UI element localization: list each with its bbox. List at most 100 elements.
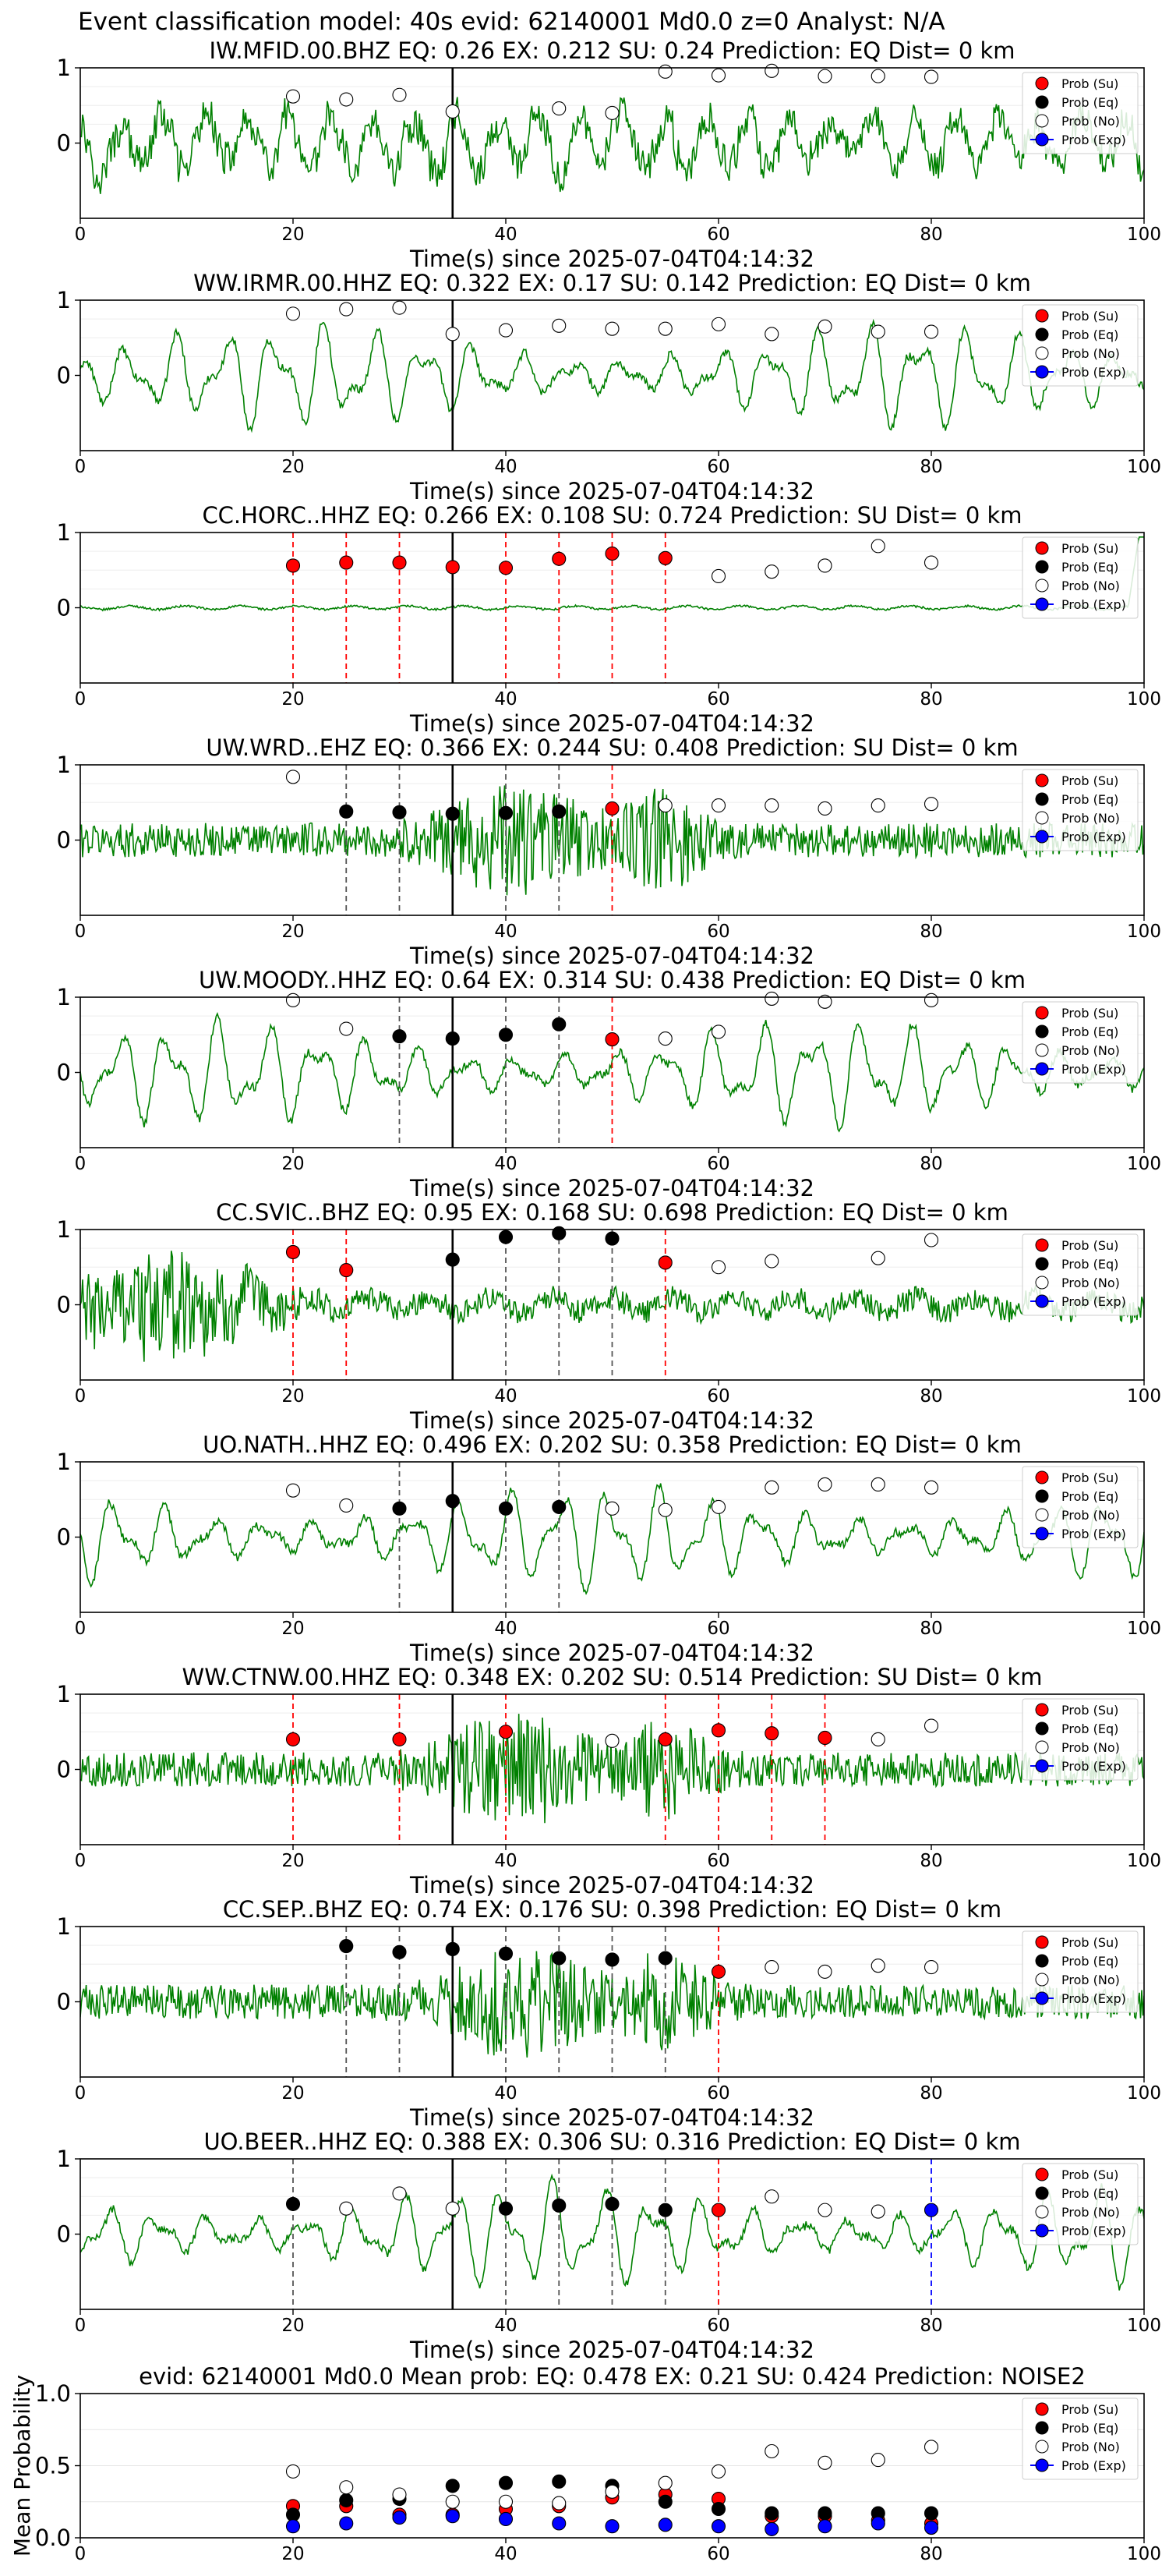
- figure-title: Event classification model: 40s evid: 62…: [78, 8, 945, 36]
- panel-title: UW.WRD..EHZ EQ: 0.366 EX: 0.244 SU: 0.40…: [206, 734, 1018, 761]
- marker-no: [339, 2201, 354, 2216]
- panel-7: UO.NATH..HHZ EQ: 0.496 EX: 0.202 SU: 0.3…: [57, 1431, 1161, 1666]
- x-tick-label: 60: [707, 1851, 729, 1871]
- marker-eq: [392, 805, 407, 819]
- legend-su-label: Prob (Su): [1061, 1238, 1118, 1253]
- y-tick-label: 0: [57, 1060, 71, 1086]
- marker-su: [658, 1255, 673, 1270]
- marker-no: [765, 564, 779, 579]
- x-tick-label: 0: [75, 1619, 87, 1639]
- legend-su-marker: [1035, 1703, 1049, 1717]
- x-tick-label: 20: [281, 2544, 304, 2564]
- marker-no: [711, 2464, 726, 2479]
- x-axis-label: Time(s) since 2025-07-04T04:14:32: [409, 1175, 814, 1201]
- marker-su: [445, 560, 460, 575]
- waveform-trace: [80, 1714, 1144, 1824]
- legend-no-marker: [1035, 346, 1049, 360]
- marker-no: [658, 2475, 673, 2490]
- axes-frame: [79, 1461, 1145, 1613]
- x-tick-label: 0: [75, 2544, 87, 2564]
- legend-exp-marker: [1035, 1527, 1049, 1541]
- marker-no: [818, 994, 832, 1009]
- x-tick-label: 100: [1127, 2083, 1161, 2104]
- marker-no: [924, 2440, 939, 2454]
- marker-eq: [498, 1946, 514, 1961]
- marker-no: [818, 2203, 832, 2217]
- plot-area: [80, 533, 1144, 683]
- x-tick-label: 60: [707, 225, 729, 245]
- x-tick-label: 100: [1127, 2544, 1161, 2564]
- panel-4: UW.WRD..EHZ EQ: 0.366 EX: 0.244 SU: 0.40…: [57, 734, 1161, 969]
- x-axis-label: Time(s) since 2025-07-04T04:14:32: [409, 943, 814, 969]
- marker-no: [871, 798, 885, 813]
- marker-eq: [552, 2198, 567, 2213]
- legend-no-marker: [1035, 2205, 1049, 2219]
- legend-box: [1022, 72, 1139, 154]
- legend-no-label: Prob (No): [1061, 1740, 1120, 1755]
- legend-exp-marker: [1035, 365, 1049, 379]
- waveform-trace: [80, 1483, 1144, 1595]
- legend-box: [1022, 1466, 1139, 1548]
- panel-10: UO.BEER..HHZ EQ: 0.388 EX: 0.306 SU: 0.3…: [57, 2128, 1161, 2363]
- marker-no: [711, 798, 726, 813]
- legend-eq-label: Prob (Eq): [1061, 1024, 1118, 1039]
- marker-no: [871, 1251, 885, 1265]
- marker-exp: [658, 2518, 673, 2532]
- legend-exp-label: Prob (Exp): [1061, 1062, 1126, 1077]
- y-tick-label: 1.0: [35, 2380, 71, 2407]
- legend-eq-marker: [1035, 2421, 1049, 2435]
- y-tick-label: 0: [57, 1989, 71, 2015]
- legend-box: [1022, 1930, 1139, 2013]
- x-tick-label: 40: [494, 1851, 517, 1871]
- panel-title: evid: 62140001 Md0.0 Mean prob: EQ: 0.47…: [139, 2363, 1086, 2390]
- x-tick-label: 0: [75, 1851, 87, 1871]
- y-tick-label: 0: [57, 1524, 71, 1551]
- legend-exp-label: Prob (Exp): [1061, 365, 1126, 380]
- y-tick-label: 0: [57, 827, 71, 854]
- marker-no: [285, 1483, 301, 1498]
- plot-area: [80, 1927, 1144, 2077]
- x-tick-label: 80: [920, 225, 942, 245]
- x-tick-label: 100: [1127, 2316, 1161, 2336]
- marker-su: [392, 555, 407, 570]
- legend-no-marker: [1035, 811, 1049, 825]
- x-tick-label: 100: [1127, 922, 1161, 942]
- marker-no: [552, 2496, 567, 2511]
- marker-su: [658, 1732, 673, 1746]
- legend-su-label: Prob (Su): [1061, 309, 1118, 324]
- marker-eq: [445, 2479, 460, 2493]
- legend-exp-label: Prob (Exp): [1061, 133, 1126, 147]
- legend-no-label: Prob (No): [1061, 1973, 1120, 1987]
- legend-eq-marker: [1035, 1489, 1049, 1503]
- marker-eq: [392, 1944, 407, 1959]
- marker-no: [871, 2453, 885, 2468]
- plot-area: [80, 68, 1144, 218]
- marker-no: [605, 2484, 620, 2499]
- plot-area: [80, 765, 1144, 915]
- legend-exp-label: Prob (Exp): [1061, 1991, 1126, 2006]
- y-tick-label: 0: [57, 1292, 71, 1318]
- waveform-trace: [80, 1012, 1144, 1133]
- marker-su: [818, 1730, 832, 1746]
- panel-2: WW.IRMR.00.HHZ EQ: 0.322 EX: 0.17 SU: 0.…: [57, 270, 1161, 504]
- y-tick-label: 1: [57, 984, 71, 1010]
- panel-title: WW.CTNW.00.HHZ EQ: 0.348 EX: 0.202 SU: 0…: [182, 1664, 1043, 1690]
- marker-exp: [285, 2519, 301, 2534]
- legend-su-marker: [1035, 2402, 1049, 2416]
- marker-eq: [605, 1952, 620, 1967]
- marker-no: [765, 63, 779, 78]
- marker-su: [498, 561, 514, 575]
- marker-eq: [552, 804, 567, 819]
- marker-no: [765, 798, 779, 813]
- legend-eq-label: Prob (Eq): [1061, 1721, 1118, 1736]
- legend-exp-marker: [1035, 1759, 1049, 1773]
- marker-no: [658, 798, 673, 813]
- y-tick-label: 1: [57, 752, 71, 778]
- marker-no: [765, 1480, 779, 1495]
- marker-no: [871, 1477, 885, 1491]
- marker-su: [765, 1726, 779, 1741]
- legend-box: [1022, 1001, 1139, 1084]
- legend-exp-marker: [1035, 2458, 1049, 2472]
- marker-eq: [552, 1951, 567, 1966]
- panel-title: CC.SEP..BHZ EQ: 0.74 EX: 0.176 SU: 0.398…: [223, 1896, 1001, 1923]
